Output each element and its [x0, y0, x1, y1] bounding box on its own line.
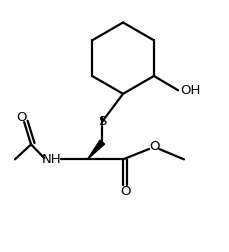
Polygon shape	[87, 140, 104, 159]
Text: O: O	[119, 184, 130, 198]
Text: OH: OH	[180, 84, 200, 97]
Text: O: O	[148, 140, 159, 153]
Text: S: S	[98, 115, 106, 128]
Text: O: O	[16, 111, 27, 124]
Text: NH: NH	[42, 153, 61, 166]
